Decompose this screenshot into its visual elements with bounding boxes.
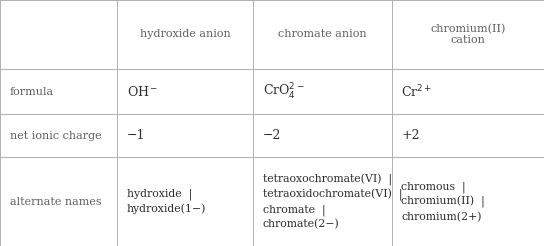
Text: net ionic charge: net ionic charge	[10, 131, 101, 141]
Text: −1: −1	[127, 129, 145, 142]
Text: +2: +2	[401, 129, 420, 142]
Text: formula: formula	[10, 87, 54, 97]
Text: chromous  |
chromium(II)  |
chromium(2+): chromous | chromium(II) | chromium(2+)	[401, 181, 485, 222]
Text: tetraoxochromate(VI)  |
tetraoxidochromate(VI)  |
chromate  |
chromate(2−): tetraoxochromate(VI) | tetraoxidochromat…	[263, 174, 402, 230]
Text: −2: −2	[263, 129, 281, 142]
Text: hydroxide anion: hydroxide anion	[140, 30, 230, 39]
Text: hydroxide  |
hydroxide(1−): hydroxide | hydroxide(1−)	[127, 189, 206, 215]
Text: chromate anion: chromate anion	[278, 30, 367, 39]
Text: Cr$^{2+}$: Cr$^{2+}$	[401, 83, 433, 100]
Text: CrO$_4^{2-}$: CrO$_4^{2-}$	[263, 82, 304, 102]
Text: chromium(II)
cation: chromium(II) cation	[430, 23, 505, 46]
Text: alternate names: alternate names	[10, 197, 101, 207]
Text: OH$^-$: OH$^-$	[127, 85, 158, 99]
